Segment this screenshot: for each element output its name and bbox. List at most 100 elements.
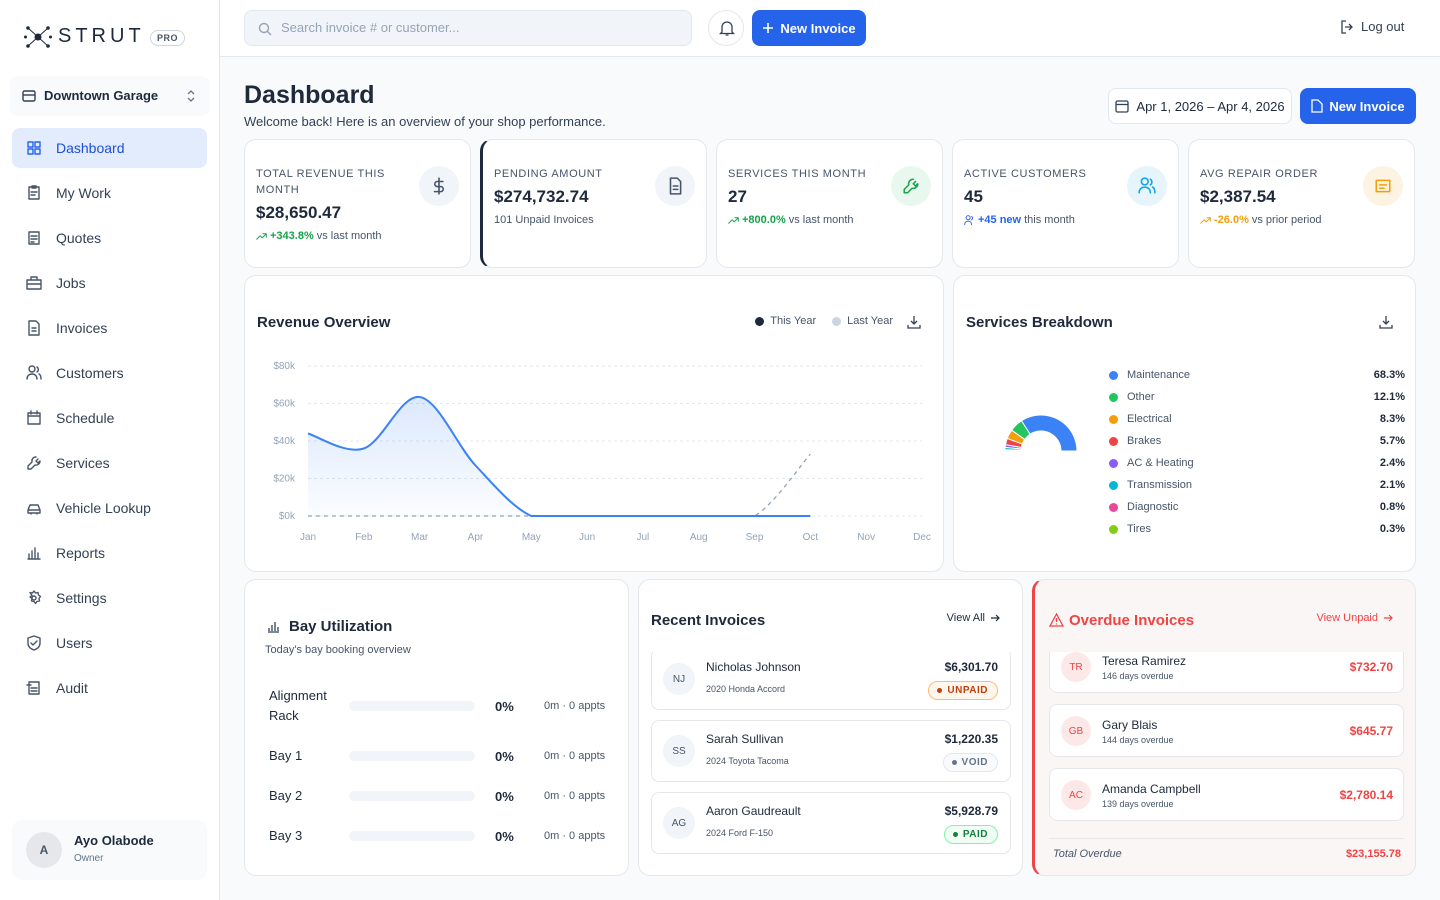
- legend-swatch: [1109, 502, 1118, 512]
- overdue-row[interactable]: TR Teresa Ramirez 146 days overdue $732.70: [1049, 652, 1404, 693]
- view-all-link[interactable]: View All: [947, 612, 1000, 624]
- legend-item: This Year: [755, 315, 816, 327]
- trend-icon: [256, 232, 267, 240]
- nav-item[interactable]: Audit: [12, 668, 207, 708]
- overdue-amount: $732.70: [1349, 660, 1393, 674]
- view-unpaid-link[interactable]: View Unpaid: [1316, 612, 1393, 624]
- invoice-avatar: AG: [663, 807, 695, 839]
- nav-item[interactable]: Reports: [12, 533, 207, 573]
- nav-item[interactable]: Settings: [12, 578, 207, 618]
- legend-value: 2.1%: [1379, 479, 1405, 491]
- arrow-icon: [991, 614, 1000, 622]
- invoice-row[interactable]: AG Aaron Gaudreault 2024 Ford F-150 $5,928.…: [651, 792, 1011, 854]
- kpi-label: SERVICES THIS MONTH: [728, 168, 867, 180]
- bay-meta: 0m · 0 appts: [544, 700, 606, 712]
- overdue-row[interactable]: GB Gary Blais 144 days overdue $645.77: [1049, 704, 1404, 757]
- new-invoice-button[interactable]: New Invoice: [752, 10, 866, 46]
- nav-icon: [29, 590, 42, 605]
- legend-label: Last Year: [847, 315, 893, 327]
- legend-row: Transmission 2.1%: [1109, 474, 1405, 496]
- kpi-sub: +800.0% vs last month: [728, 214, 931, 226]
- nav-label: Services: [56, 455, 110, 471]
- user-card[interactable]: A Ayo Olabode Owner: [12, 820, 207, 880]
- logout-button[interactable]: Log out: [1340, 19, 1404, 34]
- bay-pct: 0%: [495, 748, 514, 764]
- legend-row: Other 12.1%: [1109, 386, 1405, 408]
- kpi-glyph-path: [669, 177, 682, 195]
- nav-item[interactable]: Schedule: [12, 398, 207, 438]
- bay-bar: [349, 791, 475, 801]
- nav-icon-path: [27, 141, 41, 155]
- legend-swatch: [832, 316, 842, 326]
- nav-item[interactable]: Customers: [12, 353, 207, 393]
- kpi-glyph: [903, 178, 919, 194]
- legend-row: Maintenance 68.3%: [1109, 364, 1405, 386]
- legend-value: 5.7%: [1379, 435, 1405, 447]
- kpi-glyph: [1375, 179, 1391, 193]
- kpi-label: ACTIVE CUSTOMERS: [964, 168, 1087, 180]
- search-input[interactable]: Search invoice # or customer...: [244, 10, 692, 46]
- arrow-icon: [1384, 614, 1393, 622]
- bay-pct: 0%: [495, 788, 514, 804]
- kpi-glyph-path: [433, 177, 444, 195]
- legend-row: Brakes 5.7%: [1109, 430, 1405, 452]
- kpi-glyph-path: [903, 178, 919, 194]
- legend-value: 0.3%: [1379, 523, 1405, 535]
- x-tick-label: Jan: [300, 532, 316, 543]
- date-range: Apr 1, 2026 – Apr 4, 2026: [1136, 98, 1285, 114]
- nav-icon-path: [28, 185, 40, 200]
- nav-item[interactable]: Quotes: [12, 218, 207, 258]
- header-new-invoice-button[interactable]: New Invoice: [1300, 88, 1416, 124]
- nav-item[interactable]: Invoices: [12, 308, 207, 348]
- header-new-invoice-label: New Invoice: [1329, 98, 1405, 114]
- legend-swatch: [1109, 458, 1118, 468]
- kpi-note: vs last month: [316, 230, 382, 242]
- kpi-change: -26.0%: [1214, 214, 1249, 226]
- kpi-sub: +343.8% vs last month: [256, 230, 459, 242]
- legend-swatch: [755, 316, 765, 326]
- services-chart: [1004, 414, 1078, 452]
- nav-item[interactable]: Dashboard: [12, 128, 207, 168]
- status-dot: [937, 688, 943, 693]
- kpi-card: TOTAL REVENUE THIS MONTH $28,650.47 +343.8…: [244, 139, 471, 268]
- nav-icon-path: [28, 320, 40, 336]
- nav-item[interactable]: My Work: [12, 173, 207, 213]
- invoice-row[interactable]: NJ Nicholas Johnson 2020 Honda Accord $6,30…: [651, 652, 1011, 710]
- page-title: Dashboard: [244, 81, 375, 109]
- invoice-avatar: NJ: [663, 663, 695, 695]
- kpi-glyph: [433, 177, 444, 195]
- overdue-days: 144 days overdue: [1102, 735, 1174, 745]
- legend-label: Brakes: [1127, 435, 1162, 447]
- date-range-picker[interactable]: Apr 1, 2026 – Apr 4, 2026: [1108, 88, 1292, 124]
- kpi-card: AVG REPAIR ORDER $2,387.54 -26.0% vs prior …: [1188, 139, 1415, 268]
- nav-item[interactable]: Services: [12, 443, 207, 483]
- nav-icon-path: [28, 231, 40, 245]
- plus-icon: [763, 23, 774, 33]
- nav-icon-path: [26, 276, 42, 290]
- nav-item[interactable]: Vehicle Lookup: [12, 488, 207, 528]
- legend-value: 8.3%: [1379, 413, 1405, 425]
- nav-label: Users: [56, 635, 93, 651]
- nav-icon: [27, 504, 41, 515]
- overdue-row[interactable]: AC Amanda Campbell 139 days overdue $2,780.…: [1049, 768, 1404, 821]
- sidebar: STRUT PRO Downtown Garage Dashboard My Wo…: [0, 0, 220, 900]
- nav-item[interactable]: Users: [12, 623, 207, 663]
- invoice-vehicle: 2024 Toyota Tacoma: [706, 756, 789, 766]
- shop-selector[interactable]: Downtown Garage: [10, 76, 210, 116]
- notifications-button[interactable]: [708, 10, 744, 46]
- nav-item[interactable]: Jobs: [12, 263, 207, 303]
- kpi-icon: [1127, 166, 1167, 206]
- status-label: PAID: [962, 829, 988, 840]
- total-label: Total Overdue: [1053, 848, 1122, 860]
- legend-label: Electrical: [1127, 413, 1172, 425]
- nav-icon: [28, 185, 40, 200]
- invoice-row[interactable]: SS Sarah Sullivan 2024 Toyota Tacoma $1,220…: [651, 720, 1011, 782]
- x-tick-label: Mar: [411, 532, 429, 543]
- legend-swatch: [1109, 392, 1118, 402]
- bay-bar: [349, 831, 475, 841]
- kpi-icon: [1363, 166, 1403, 206]
- status-badge: PAID: [943, 825, 998, 844]
- download-icon[interactable]: [907, 315, 921, 329]
- invoice-vehicle: 2024 Ford F-150: [706, 828, 774, 838]
- download-icon[interactable]: [1379, 315, 1393, 329]
